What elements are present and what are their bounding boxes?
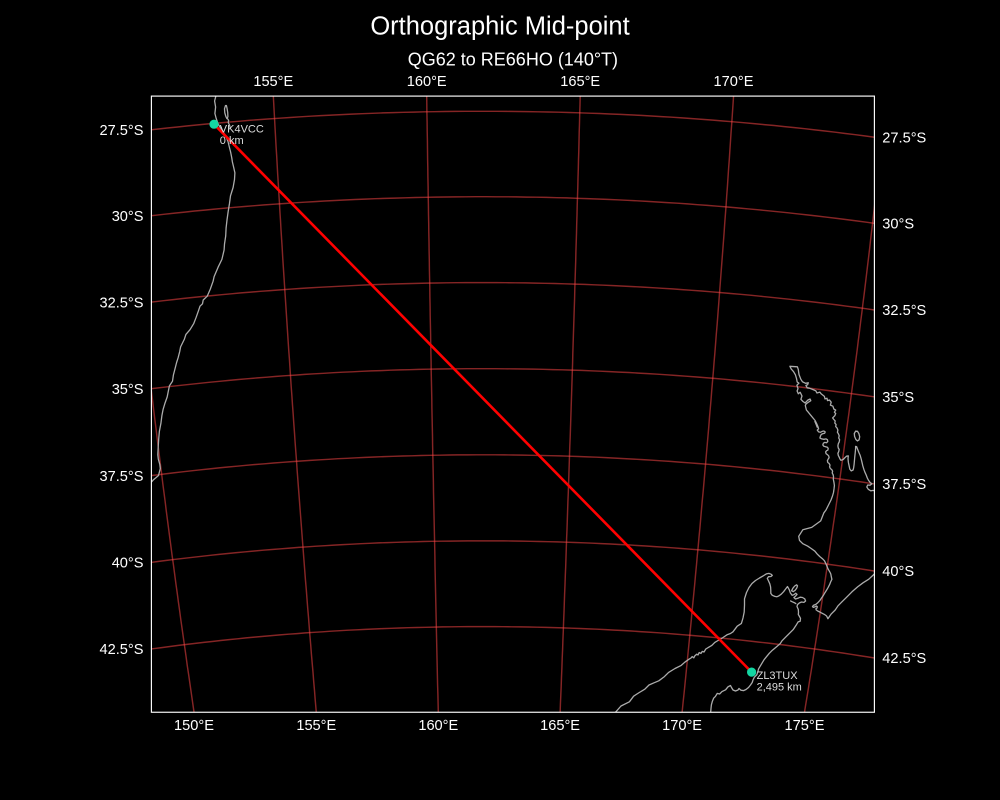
svg-text:Orthographic Mid-point: Orthographic Mid-point: [370, 13, 629, 41]
svg-text:32.5°S: 32.5°S: [882, 303, 926, 319]
svg-text:170°E: 170°E: [662, 718, 702, 734]
svg-text:40°S: 40°S: [882, 564, 914, 580]
svg-text:0 km: 0 km: [220, 135, 244, 147]
svg-text:170°E: 170°E: [714, 74, 754, 90]
svg-text:37.5°S: 37.5°S: [882, 477, 926, 493]
svg-text:42.5°S: 42.5°S: [100, 642, 144, 658]
svg-text:30°S: 30°S: [112, 209, 144, 225]
svg-text:42.5°S: 42.5°S: [882, 651, 926, 667]
svg-text:VK4VCC: VK4VCC: [220, 123, 264, 135]
svg-text:2,495 km: 2,495 km: [757, 681, 802, 693]
svg-text:35°S: 35°S: [882, 390, 914, 406]
svg-text:27.5°S: 27.5°S: [882, 130, 926, 146]
svg-text:155°E: 155°E: [296, 718, 336, 734]
svg-text:150°E: 150°E: [174, 718, 214, 734]
svg-text:165°E: 165°E: [540, 718, 580, 734]
svg-text:160°E: 160°E: [418, 718, 458, 734]
svg-text:160°E: 160°E: [407, 74, 447, 90]
svg-text:165°E: 165°E: [560, 74, 600, 90]
svg-text:155°E: 155°E: [253, 74, 293, 90]
svg-text:37.5°S: 37.5°S: [100, 469, 144, 485]
svg-text:40°S: 40°S: [112, 556, 144, 572]
svg-text:32.5°S: 32.5°S: [100, 295, 144, 311]
svg-text:35°S: 35°S: [112, 382, 144, 398]
svg-text:27.5°S: 27.5°S: [100, 123, 144, 139]
svg-text:30°S: 30°S: [882, 217, 914, 233]
svg-text:QG62 to RE66HO (140°T): QG62 to RE66HO (140°T): [408, 49, 618, 69]
svg-text:175°E: 175°E: [785, 718, 825, 734]
svg-text:ZL3TUX: ZL3TUX: [757, 670, 799, 682]
